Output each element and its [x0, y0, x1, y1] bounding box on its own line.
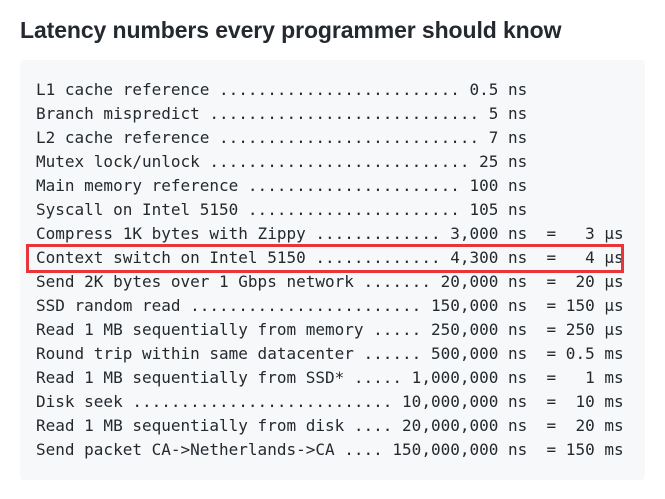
latency-line-main-memory: Main memory reference ..................…	[36, 174, 629, 198]
latency-line-text: SSD random read ........................…	[36, 296, 624, 315]
latency-line-text: Compress 1K bytes with Zippy ...........…	[36, 224, 624, 243]
latency-line-read-1mb-memory: Read 1 MB sequentially from memory .....…	[36, 318, 629, 342]
latency-line-read-1mb-disk: Read 1 MB sequentially from disk .... 20…	[36, 414, 629, 438]
latency-line-text: Send packet CA->Netherlands->CA .... 150…	[36, 440, 624, 459]
latency-line-mutex-lock-unlock: Mutex lock/unlock ......................…	[36, 150, 629, 174]
latency-line-text: Send 2K bytes over 1 Gbps network ......…	[36, 272, 624, 291]
latency-line-disk-seek: Disk seek ........................... 10…	[36, 390, 629, 414]
latency-line-text: Main memory reference ..................…	[36, 176, 528, 195]
latency-line-text: Read 1 MB sequentially from SSD* ..... 1…	[36, 368, 624, 387]
page-title: Latency numbers every programmer should …	[20, 17, 562, 43]
latency-line-text: Round trip within same datacenter ......…	[36, 344, 624, 363]
latency-line-l2-cache: L2 cache reference .....................…	[36, 126, 629, 150]
page-root: Latency numbers every programmer should …	[0, 14, 665, 480]
latency-line-text: Read 1 MB sequentially from disk .... 20…	[36, 416, 624, 435]
latency-line-read-1mb-ssd: Read 1 MB sequentially from SSD* ..... 1…	[36, 366, 629, 390]
latency-line-text: Read 1 MB sequentially from memory .....…	[36, 320, 624, 339]
latency-line-text: Disk seek ........................... 10…	[36, 392, 624, 411]
latency-line-send-2k-network: Send 2K bytes over 1 Gbps network ......…	[36, 270, 629, 294]
latency-line-text: Mutex lock/unlock ......................…	[36, 152, 528, 171]
latency-line-text: L1 cache reference .....................…	[36, 80, 528, 99]
latency-line-roundtrip-datacenter: Round trip within same datacenter ......…	[36, 342, 629, 366]
latency-line-ssd-random-read: SSD random read ........................…	[36, 294, 629, 318]
latency-line-branch-mispredict: Branch mispredict ......................…	[36, 102, 629, 126]
latency-line-send-packet-ca-nl-ca: Send packet CA->Netherlands->CA .... 150…	[36, 438, 629, 462]
latency-line-text: L2 cache reference .....................…	[36, 128, 528, 147]
code-block: L1 cache reference .....................…	[20, 60, 645, 480]
latency-line-context-switch: Context switch on Intel 5150 ...........…	[26, 244, 629, 273]
latency-line-compress-zippy: Compress 1K bytes with Zippy ...........…	[36, 222, 629, 246]
latency-line-text: Context switch on Intel 5150 ...........…	[36, 248, 624, 267]
latency-line-text: Syscall on Intel 5150 ..................…	[36, 200, 528, 219]
latency-line-l1-cache: L1 cache reference .....................…	[36, 78, 629, 102]
latency-line-text: Branch mispredict ......................…	[36, 104, 528, 123]
latency-line-syscall-intel-5150: Syscall on Intel 5150 ..................…	[36, 198, 629, 222]
